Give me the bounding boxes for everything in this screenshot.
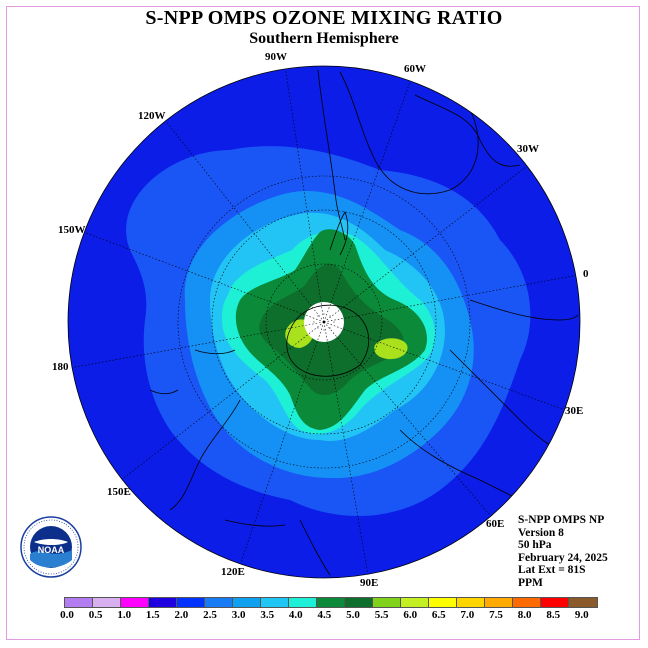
colorbar-tick-label: 4.0	[288, 609, 303, 621]
colorbar	[64, 597, 598, 608]
ozone-level-5-5-east	[374, 338, 408, 360]
colorbar-tick-label: 3.5	[260, 609, 275, 621]
colorbar-tick-label: 3.0	[231, 609, 246, 621]
colorbar-swatch	[317, 598, 345, 607]
lon-label-0: 0	[583, 268, 589, 280]
colorbar-tick-label: 1.5	[145, 609, 160, 621]
lon-label-30e: 30E	[565, 405, 584, 417]
lon-label-90w: 90W	[265, 51, 287, 63]
lon-label-150w: 150W	[58, 224, 86, 236]
colorbar-swatch	[149, 598, 177, 607]
colorbar-tick-label: 5.0	[346, 609, 360, 621]
info-block: S-NPP OMPS NP Version 8 50 hPa February …	[518, 514, 608, 589]
colorbar-tick-label: 0.5	[88, 609, 103, 621]
colorbar-swatch	[457, 598, 485, 607]
colorbar-swatch	[513, 598, 541, 607]
colorbar-tick-label: 5.5	[374, 609, 389, 621]
noaa-logo-icon: NOAA	[20, 516, 82, 578]
colorbar-tick-label: 8.5	[546, 609, 561, 621]
graticule	[69, 66, 579, 576]
colorbar-swatch	[373, 598, 401, 607]
map-title: S-NPP OMPS OZONE MIXING RATIO	[145, 7, 503, 29]
colorbar-swatch	[401, 598, 429, 607]
colorbar-swatch	[121, 598, 149, 607]
colorbar-tick-label: 7.5	[489, 609, 503, 621]
lon-label-60w: 60W	[404, 63, 426, 75]
ozone-field	[68, 66, 580, 578]
colorbar-tick-label: 2.0	[174, 609, 189, 621]
lon-label-150e: 150E	[107, 486, 131, 498]
lon-label-30w: 30W	[517, 143, 539, 155]
colorbar-swatch	[345, 598, 373, 607]
colorbar-swatch	[93, 598, 121, 607]
info-version: Version 8	[518, 526, 564, 539]
map-subtitle: Southern Hemisphere	[249, 30, 399, 47]
coastlines	[149, 69, 579, 576]
colorbar-tick-label: 6.5	[431, 609, 446, 621]
colorbar-swatch	[261, 598, 289, 607]
noaa-logo-text: NOAA	[38, 545, 65, 555]
colorbar-swatch	[289, 598, 317, 607]
colorbar-tick-label: 2.5	[203, 609, 217, 621]
lon-label-120w: 120W	[138, 110, 166, 122]
colorbar-swatch	[485, 598, 513, 607]
info-instrument: S-NPP OMPS NP	[518, 514, 605, 526]
lon-label-60e: 60E	[486, 518, 505, 530]
info-lat-extent: Lat Ext = 81S	[518, 564, 586, 576]
lon-label-90e: 90E	[360, 577, 379, 589]
info-pressure: 50 hPa	[518, 539, 552, 551]
map-boundary	[67, 65, 581, 579]
colorbar-swatch	[233, 598, 261, 607]
colorbar-tick-label: 7.0	[460, 609, 475, 621]
lon-label-180: 180	[52, 361, 69, 373]
colorbar-tick-label: 4.5	[317, 609, 332, 621]
figure-frame	[6, 6, 640, 640]
info-date: February 24, 2025	[518, 551, 608, 564]
lon-label-120e: 120E	[221, 566, 245, 578]
colorbar-swatch	[569, 598, 597, 607]
colorbar-tick-label: 6.0	[403, 609, 418, 621]
colorbar-swatch	[177, 598, 205, 607]
colorbar-swatch	[65, 598, 93, 607]
colorbar-tick-label: 0.0	[60, 609, 74, 621]
colorbar-tick-label: 1.0	[117, 609, 132, 621]
colorbar-tick-label: 9.0	[574, 609, 589, 621]
colorbar-swatch	[205, 598, 233, 607]
colorbar-swatch	[541, 598, 569, 607]
colorbar-tick-label: 8.0	[517, 609, 532, 621]
colorbar-swatch	[429, 598, 457, 607]
info-units: PPM	[518, 576, 543, 589]
